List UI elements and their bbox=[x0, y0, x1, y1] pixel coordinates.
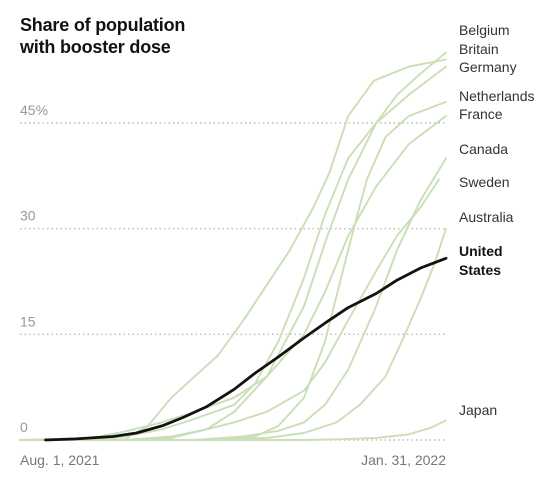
series-line-britain bbox=[19, 58, 447, 441]
x-tick-label-start: Aug. 1, 2021 bbox=[20, 452, 100, 468]
series-label-australia: Australia bbox=[459, 209, 514, 225]
series-line-japan bbox=[19, 419, 447, 441]
series-line-australia bbox=[19, 227, 447, 441]
series-label-france: France bbox=[459, 106, 503, 122]
grid-layer bbox=[20, 122, 446, 441]
series-label-belgium: Belgium bbox=[459, 22, 510, 38]
series-line-belgium bbox=[19, 51, 447, 441]
series-label-united-states-line2: States bbox=[459, 262, 501, 278]
x-tick-labels: Aug. 1, 2021 Jan. 31, 2022 bbox=[20, 452, 446, 468]
series-line-united-states bbox=[44, 256, 448, 442]
y-tick-label-0: 0 bbox=[20, 419, 28, 435]
series-line-sweden bbox=[19, 178, 440, 441]
series-label-japan: Japan bbox=[459, 402, 497, 418]
series-label-sweden: Sweden bbox=[459, 174, 510, 190]
y-tick-labels: 0 15 30 45% bbox=[20, 102, 48, 435]
y-tick-label-45: 45% bbox=[20, 102, 48, 118]
series-line-germany bbox=[19, 65, 447, 441]
chart-title-line-1: Share of population bbox=[20, 15, 186, 35]
series-label-germany: Germany bbox=[459, 59, 517, 75]
series-label-britain: Britain bbox=[459, 41, 499, 57]
chart-title-line-2: with booster dose bbox=[20, 37, 171, 57]
series-layer bbox=[19, 51, 448, 442]
series-label-canada: Canada bbox=[459, 141, 508, 157]
series-line-canada bbox=[19, 157, 447, 441]
series-labels: Belgium Britain Germany Netherlands France Ca… bbox=[459, 22, 535, 418]
chart-title: Share of population with booster dose bbox=[20, 14, 280, 58]
x-tick-label-end: Jan. 31, 2022 bbox=[361, 452, 446, 468]
y-tick-label-30: 30 bbox=[20, 208, 36, 224]
series-label-united-states: United bbox=[459, 243, 503, 259]
y-tick-label-15: 15 bbox=[20, 313, 36, 329]
series-line-france bbox=[19, 115, 447, 441]
series-label-netherlands: Netherlands bbox=[459, 88, 535, 104]
